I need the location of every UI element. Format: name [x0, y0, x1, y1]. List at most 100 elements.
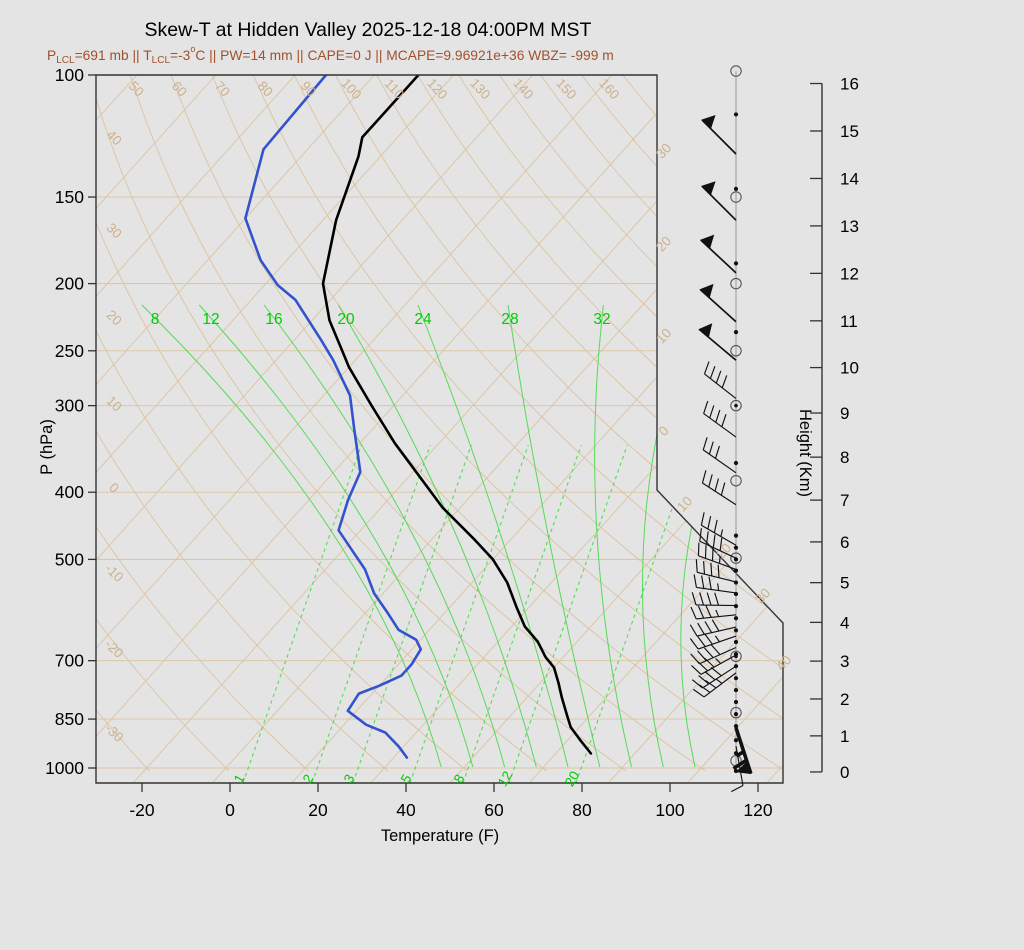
station-dot: [733, 545, 739, 550]
dry-adiabat-label-top: 80: [255, 78, 276, 99]
temperature-tick-label: -20: [129, 800, 155, 820]
wind-barb: [691, 592, 737, 607]
height-tick-label: 3: [840, 652, 849, 671]
pressure-tick-label: 850: [55, 709, 84, 729]
station-dot: [733, 699, 739, 705]
pressure-gridlines: [96, 75, 783, 769]
wind-barb: [702, 437, 737, 474]
pressure-tick-label: 300: [55, 396, 84, 416]
background-lines: [96, 75, 783, 783]
height-tick-label: 7: [840, 491, 849, 510]
station-dot: [733, 330, 739, 335]
wind-barb: [732, 727, 753, 775]
dry-adiabat-label-left: -20: [102, 637, 126, 661]
temperature-axis: -20 0 20 40 60 80 100 120 Temperature (F): [129, 783, 773, 845]
dry-adiabat-label-top: 60: [169, 78, 190, 99]
station-dot: [733, 639, 739, 645]
height-tick-label: 1: [840, 727, 849, 746]
dry-adiabat-label-left: 0: [106, 480, 122, 496]
pressure-tick-label: 1000: [45, 758, 84, 778]
height-tick-label: 8: [840, 448, 849, 467]
station-circle-dot: [734, 403, 738, 408]
temperature-axis-title: Temperature (F): [381, 827, 499, 845]
height-tick-label: 16: [840, 75, 859, 94]
height-tick-label: 13: [840, 217, 859, 236]
wind-barb: [698, 323, 737, 361]
dewpoint-curve: [244, 75, 423, 759]
chart-subtitle: PLCL=691 mb || TLCL=-3oC || PW=14 mm || …: [47, 44, 614, 66]
moist-adiabat-label: 32: [593, 311, 610, 328]
pressure-tick-label: 250: [55, 341, 84, 361]
station-circle: [730, 345, 742, 357]
chart-title: Skew-T at Hidden Valley 2025-12-18 04:00…: [145, 19, 592, 41]
moist-adiabat-label: 16: [265, 311, 282, 328]
wind-barb: [699, 234, 737, 274]
pressure-tick-label: 100: [55, 65, 84, 85]
wind-barb: [697, 542, 737, 570]
wind-barb: [701, 470, 737, 506]
height-tick-label: 0: [840, 763, 849, 782]
temperature-tick-label: 20: [308, 800, 328, 820]
wind-barb: [699, 283, 737, 323]
wind-barb: [691, 665, 737, 689]
height-tick-label: 5: [840, 574, 849, 593]
pressure-tick-label: 150: [55, 187, 84, 207]
wind-barb: [693, 672, 737, 698]
wind-barb: [700, 512, 737, 546]
isotherm-label-right: 30: [653, 140, 674, 161]
station-dot: [733, 688, 739, 693]
station-dot: [733, 723, 739, 729]
wind-barb: [731, 746, 744, 793]
dry-adiabat-label-top: 50: [126, 78, 147, 99]
isotherm-label-diagonal: 30: [752, 585, 773, 606]
station-circle: [730, 65, 742, 77]
station-dot: [733, 711, 739, 717]
dry-adiabat-label-top: 110: [381, 76, 407, 102]
height-tick-label: 14: [840, 169, 859, 188]
height-axis-title: Height (Km): [796, 409, 814, 497]
temperature-tick-label: 100: [655, 800, 684, 820]
tan-edge-labels: 50 60 70 80 90 100 110 120 130 140 150 160403020100…: [102, 76, 794, 745]
station-circle: [730, 191, 742, 203]
station-dot: [733, 628, 739, 633]
moist-adiabat-label: 24: [414, 311, 432, 328]
dry-adiabat-label-top: 90: [298, 78, 319, 99]
pressure-tick-label: 700: [55, 651, 84, 671]
dry-adiabat-label-left: 20: [104, 307, 125, 328]
station-dot: [733, 261, 739, 266]
isotherm-lines: [96, 75, 783, 783]
moist-adiabat-label: 8: [151, 311, 160, 328]
dry-adiabat-label-left: 10: [104, 393, 125, 414]
mixing-ratio-label: 12: [495, 768, 516, 789]
height-tick-label: 11: [840, 312, 858, 331]
station-circle: [730, 474, 742, 487]
moist-adiabat-label: 12: [202, 311, 219, 328]
temperature-curve: [321, 75, 593, 755]
dry-adiabat-lines: [96, 75, 783, 772]
wind-profile: [689, 65, 753, 793]
station-dot: [733, 676, 739, 681]
dry-adiabat-label-top: 130: [467, 76, 493, 103]
isotherm-label-right: 20: [653, 233, 674, 254]
wind-barb: [703, 400, 737, 438]
pressure-tick-label: 500: [55, 549, 84, 569]
station-circle: [730, 277, 742, 290]
wind-barb: [703, 361, 737, 399]
isotherm-label-diagonal: 10: [674, 493, 695, 514]
temperature-tick-label: 0: [225, 800, 235, 820]
wind-barb: [689, 633, 737, 650]
wind-barb: [695, 559, 737, 583]
station-dot: [733, 616, 739, 621]
wind-barb: [691, 654, 737, 675]
temperature-tick-label: 60: [484, 800, 504, 820]
dry-adiabat-label-top: 120: [424, 76, 450, 103]
moist-adiabat-label: 20: [337, 311, 355, 328]
pressure-axis-title: P (hPa): [38, 419, 56, 475]
plot-border: [95, 74, 784, 784]
station-dot: [733, 738, 739, 743]
height-tick-label: 10: [840, 359, 859, 378]
